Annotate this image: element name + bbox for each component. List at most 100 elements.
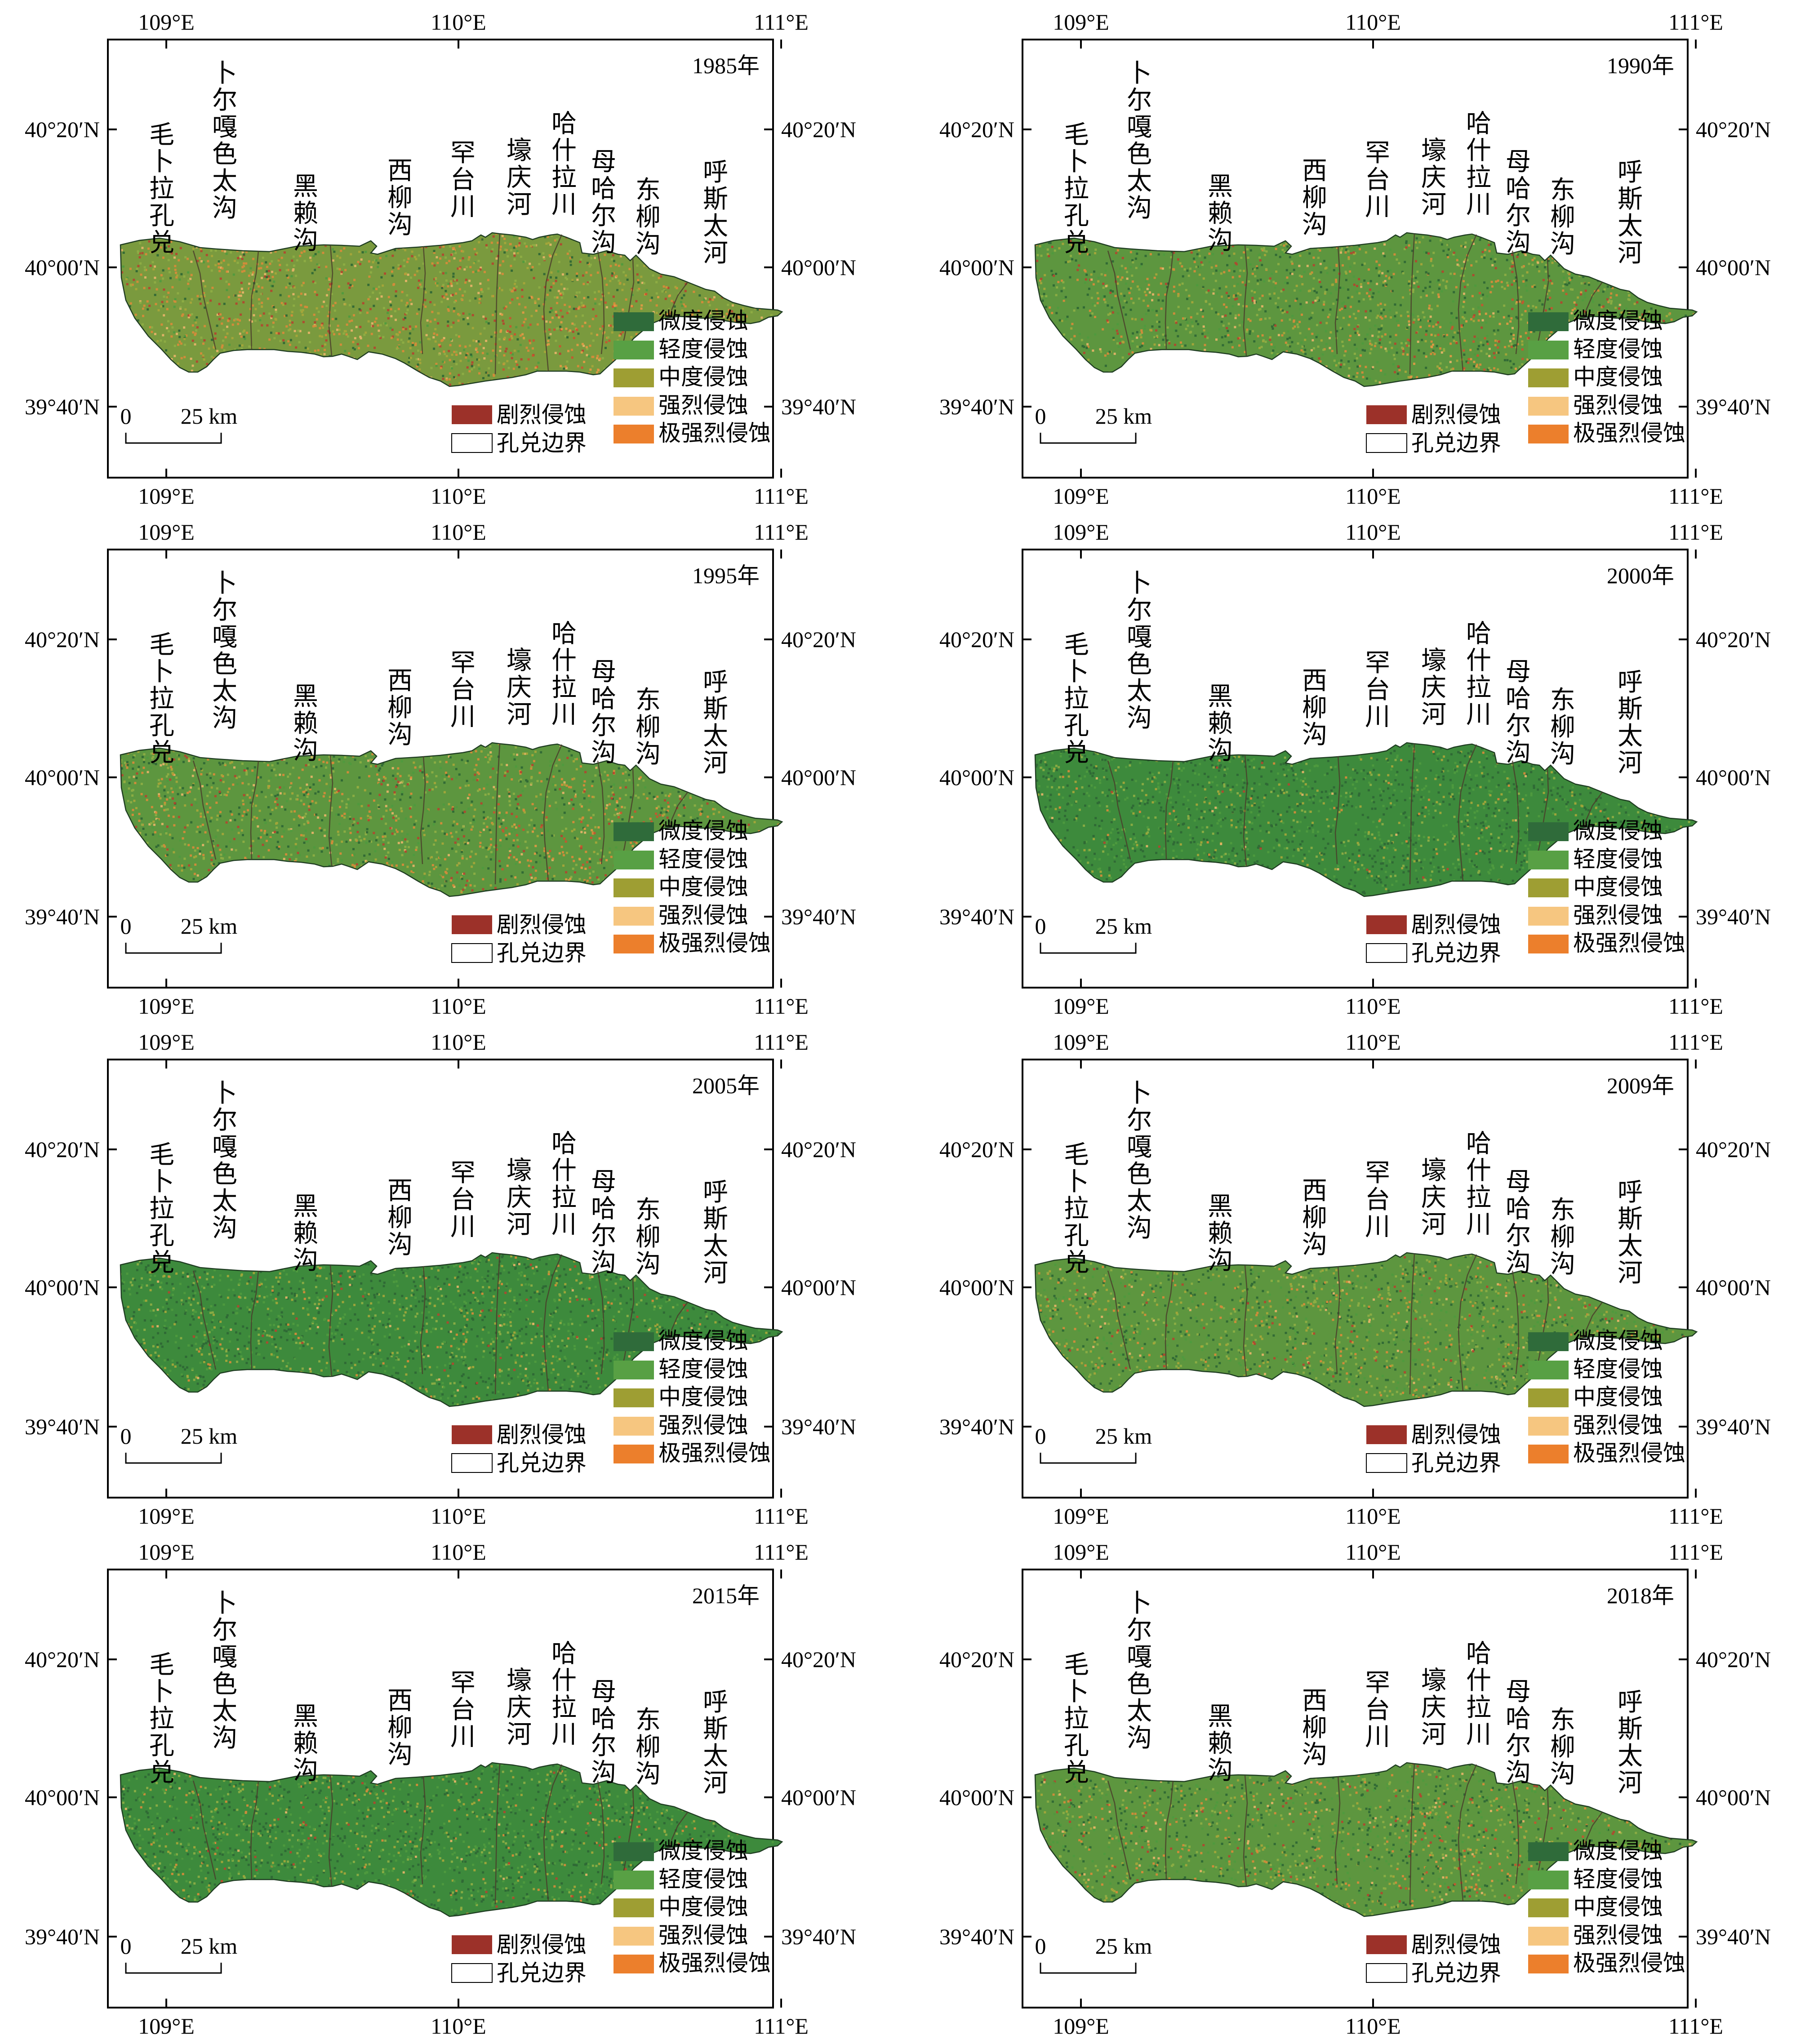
scale-start-label: 0 (120, 913, 132, 939)
tributary-char: 卜 (1127, 1080, 1152, 1108)
lon-label-top: 111°E (754, 519, 809, 545)
tributary-char: 卜 (212, 1080, 237, 1108)
tributary-char: 兑 (149, 739, 174, 767)
lon-label-top: 110°E (431, 1539, 486, 1565)
tributary-char: 沟 (293, 227, 318, 255)
legend-swatch (1366, 943, 1407, 963)
tributary-char: 嘎 (1127, 1644, 1152, 1672)
lat-label-right: 40°20′N (781, 1137, 856, 1162)
tributary-char: 尔 (212, 1617, 237, 1645)
lon-label-bottom: 111°E (1668, 1503, 1723, 1529)
legend-swatch (1528, 1445, 1569, 1463)
tributary-char: 沟 (1506, 1759, 1531, 1787)
tributary-label: 黑赖沟 (1208, 683, 1233, 765)
lon-label-bottom: 111°E (754, 993, 809, 1019)
lon-label-bottom: 110°E (431, 2013, 486, 2039)
scale-bar: 0 25 km (1035, 1933, 1152, 1974)
tributary-char: 川 (450, 1213, 476, 1241)
legend-label: 剧烈侵蚀 (497, 1422, 587, 1447)
tributary-char: 兑 (149, 229, 174, 257)
lat-label-right: 39°40′N (781, 1414, 856, 1439)
lat-label-left: 39°40′N (25, 394, 100, 419)
legend-swatch (1366, 433, 1407, 453)
lat-label-left: 40°20′N (25, 1137, 100, 1162)
tributary-char: 河 (703, 1259, 728, 1287)
tributary-label: 东柳沟 (1550, 1197, 1575, 1278)
tributary-char: 哈 (1506, 175, 1531, 203)
tributary-char: 沟 (293, 1757, 318, 1785)
tributary-char: 拉 (149, 1195, 174, 1223)
scale-start-label: 0 (1035, 1423, 1046, 1449)
basin-outline (120, 742, 783, 897)
tributary-char: 太 (703, 723, 728, 750)
scale-end-label: 25 km (181, 913, 238, 939)
tributary-char: 斯 (703, 696, 728, 723)
tributary-char: 西 (1302, 157, 1327, 185)
tributary-char: 柳 (1550, 714, 1575, 741)
lon-label-top: 111°E (1668, 519, 1723, 545)
lat-label-left: 40°00′N (25, 255, 100, 280)
legend-swatch (1528, 1898, 1569, 1917)
tributary-char: 哈 (1506, 1705, 1531, 1733)
basin-outline (1034, 742, 1698, 897)
tributary-char: 太 (1127, 678, 1152, 705)
kongdui-boundaries (1107, 1763, 1603, 1905)
tributary-char: 卜 (149, 1168, 174, 1196)
lat-label-left: 40°00′N (939, 255, 1014, 280)
tributary-char: 沟 (212, 195, 237, 222)
tributary-char: 河 (1421, 701, 1446, 729)
tributary-char: 沟 (1550, 1760, 1575, 1788)
tributary-char: 母 (591, 1168, 616, 1196)
tributary-char: 尔 (212, 597, 237, 625)
tributary-char: 柳 (1302, 694, 1327, 722)
tributary-char: 赖 (293, 1730, 318, 1758)
legend-swatch (1528, 851, 1569, 869)
lat-label-right: 40°00′N (781, 255, 856, 280)
legend-swatch (614, 1332, 654, 1351)
tributary-char: 母 (591, 1678, 616, 1706)
tributary-char: 川 (450, 1723, 476, 1751)
tributary-char: 赖 (1208, 200, 1233, 228)
legend-swatch (1528, 1927, 1569, 1946)
tributary-char: 沟 (387, 1741, 413, 1769)
legend-swatch (1366, 1935, 1407, 1954)
lat-label-right: 40°20′N (1696, 117, 1771, 142)
legend-label: 强烈侵蚀 (1573, 903, 1663, 928)
tributary-char: 庆 (507, 164, 532, 192)
tributary-char: 柳 (1550, 204, 1575, 231)
lat-label-right: 40°00′N (781, 1785, 856, 1810)
tributary-label: 黑赖沟 (293, 1703, 318, 1785)
tributary-char: 毛 (1064, 631, 1089, 659)
legend-label: 中度侵蚀 (1573, 1384, 1663, 1410)
kongdui-boundaries (192, 1253, 689, 1395)
lat-label-right: 40°00′N (1696, 765, 1771, 790)
tributary-char: 柳 (636, 204, 661, 231)
lat-label-right: 39°40′N (1696, 1414, 1771, 1439)
lon-label-bottom: 111°E (754, 483, 809, 509)
tributary-char: 沟 (1302, 1231, 1327, 1259)
legend-label: 轻度侵蚀 (1573, 337, 1663, 362)
tributary-char: 河 (1618, 1259, 1643, 1287)
legend-swatch (614, 1842, 654, 1861)
legend-label: 强烈侵蚀 (1573, 1923, 1663, 1948)
tributary-char: 呼 (703, 669, 728, 696)
tributary-char: 河 (1421, 1211, 1446, 1239)
tributary-char: 哈 (591, 175, 616, 203)
legend-label: 中度侵蚀 (1573, 874, 1663, 900)
legend-label: 微度侵蚀 (1573, 308, 1663, 333)
tributary-label: 西柳沟 (1302, 1177, 1327, 1259)
tributary-char: 太 (1618, 723, 1643, 750)
tributary-char: 拉 (551, 674, 577, 702)
map-panel: 109°E 109°E 110°E 110°E 111°E 111°E 40°20′N 40°… (25, 519, 856, 1019)
basin-outline (120, 1252, 783, 1407)
tributary-char: 什 (1466, 1667, 1491, 1695)
legend-swatch (1528, 1871, 1569, 1889)
